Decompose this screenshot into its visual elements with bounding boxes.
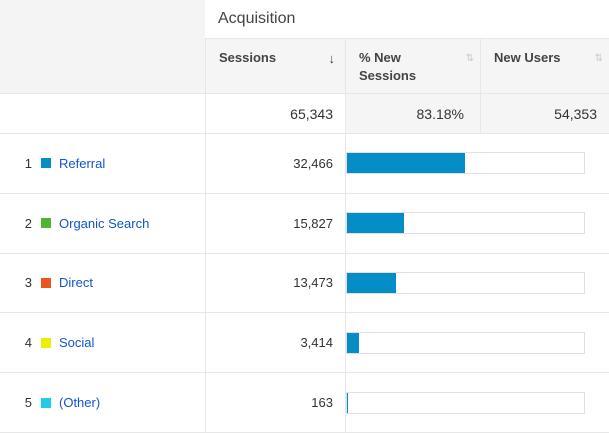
sessions-value: 163 <box>205 373 345 433</box>
channel-link[interactable]: (Other) <box>59 395 101 411</box>
table-row: 2 Organic Search <box>0 193 205 254</box>
sort-idle-icon: ⇅ <box>465 53 474 64</box>
sessions-bar-track <box>346 331 585 354</box>
channel-link[interactable]: Referral <box>59 155 106 171</box>
channel-color-swatch <box>41 277 51 288</box>
column-header-new-users-label: New Users <box>494 50 561 65</box>
sessions-bar-track <box>346 152 585 175</box>
totals-row-spacer <box>0 94 205 134</box>
sessions-bar-cell <box>345 313 609 374</box>
totals-sessions-value: 65,343 <box>205 94 345 134</box>
sessions-bar-fill <box>347 332 360 353</box>
row-rank: 4 <box>24 335 32 351</box>
channel-color-swatch <box>41 218 51 229</box>
column-header-sessions-label: Sessions <box>219 50 277 65</box>
column-header-new-sessions-label: % New Sessions <box>359 50 417 83</box>
sessions-value: 3,414 <box>205 313 345 374</box>
table-group-title: Acquisition <box>205 0 609 38</box>
totals-new-sessions-value: 83.18% <box>345 94 480 134</box>
sessions-value: 15,827 <box>205 193 345 254</box>
column-header-new-sessions[interactable]: % New Sessions ⇅ <box>345 38 480 94</box>
sessions-bar-fill <box>347 153 465 174</box>
sessions-bar-fill <box>347 392 349 413</box>
sessions-value: 13,473 <box>205 253 345 314</box>
totals-new-users-value: 54,353 <box>480 94 609 134</box>
channel-link[interactable]: Social <box>59 335 95 351</box>
corner-spacer <box>0 0 205 94</box>
row-rank: 2 <box>24 215 32 231</box>
sessions-bar-cell <box>345 373 609 433</box>
table-row: 4 Social <box>0 313 205 374</box>
channel-color-swatch <box>41 337 51 348</box>
row-rank: 1 <box>24 155 32 171</box>
sessions-value: 32,466 <box>205 134 345 194</box>
column-header-sessions[interactable]: Sessions ↓ <box>205 38 345 94</box>
row-rank: 5 <box>24 395 32 411</box>
table-row: 3 Direct <box>0 253 205 314</box>
sessions-bar-cell <box>345 134 609 194</box>
sessions-bar-fill <box>347 213 405 234</box>
sessions-bar-cell <box>345 193 609 254</box>
sessions-bar-track <box>346 212 585 235</box>
table-row: 5 (Other) <box>0 373 205 433</box>
channel-link[interactable]: Direct <box>59 275 93 291</box>
channel-color-swatch <box>41 397 51 408</box>
channel-color-swatch <box>41 158 51 169</box>
column-header-new-users[interactable]: New Users ⇅ <box>480 38 609 94</box>
sessions-bar-track <box>346 391 585 414</box>
sessions-bar-track <box>346 271 585 294</box>
channel-link[interactable]: Organic Search <box>59 215 150 231</box>
sort-idle-icon: ⇅ <box>594 53 603 64</box>
row-rank: 3 <box>24 275 32 291</box>
table-row: 1 Referral <box>0 134 205 194</box>
sessions-bar-fill <box>347 272 396 293</box>
sort-desc-icon: ↓ <box>328 51 336 66</box>
sessions-bar-cell <box>345 253 609 314</box>
